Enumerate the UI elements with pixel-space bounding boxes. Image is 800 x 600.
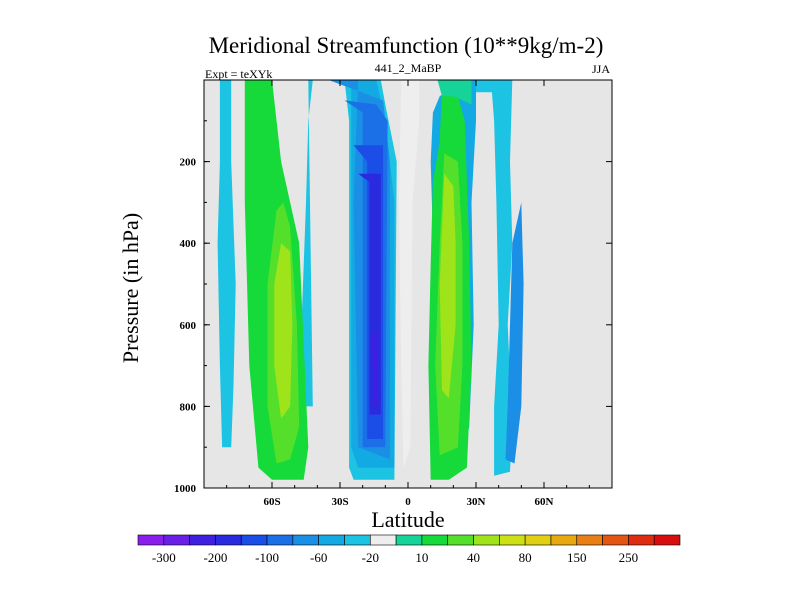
x-tick-label: 30S: [331, 496, 348, 508]
x-axis: 60S 30S 0 30N 60N: [226, 80, 590, 508]
contour-region-9-1: [439, 173, 456, 399]
run-label: 441_2_MaBP: [375, 61, 442, 75]
colorbar-swatch: [576, 534, 603, 546]
colorbar-swatch: [369, 534, 397, 546]
contour-region-0-0: [217, 80, 236, 448]
colorbar-swatch: [628, 534, 655, 546]
x-tick-label: 60N: [535, 496, 554, 508]
contour-region-0-2: [466, 80, 513, 476]
colorbar-label: 10: [415, 550, 428, 565]
colorbar-swatch: [240, 534, 268, 546]
season-label: JJA: [592, 62, 610, 76]
y-tick-label: 1000: [174, 483, 197, 495]
x-tick-label: 0: [405, 496, 411, 508]
colorbar-swatch: [602, 534, 629, 546]
colorbar-label: -100: [255, 550, 279, 565]
colorbar-label: -300: [152, 550, 176, 565]
y-axis: 200 400 600 800 1000: [174, 120, 612, 495]
colorbar-swatch: [473, 534, 500, 546]
plot-area: 60S 30S 0 30N 60N 200 400 600 800 1000: [174, 79, 613, 508]
colorbar-swatch: [653, 534, 681, 546]
contour-region-10-0: [437, 80, 472, 105]
x-tick-label: 30N: [467, 496, 486, 508]
y-tick-label: 400: [180, 238, 197, 250]
colorbar-swatch: [524, 534, 552, 546]
colorbar-label: 150: [567, 550, 587, 565]
colorbar-swatch: [344, 534, 371, 546]
contour-fills: [217, 80, 524, 480]
colorbar-label: -60: [310, 550, 327, 565]
colorbar-label: 80: [519, 550, 532, 565]
colorbar-swatch: [395, 534, 423, 546]
colorbar-swatch: [189, 534, 216, 546]
colorbar-swatch: [137, 534, 165, 546]
chart-title: Meridional Streamfunction (10**9kg/m-2): [209, 33, 604, 58]
colorbar-swatch: [447, 534, 474, 546]
colorbar-label: -20: [362, 550, 379, 565]
contour-region-2-1: [505, 202, 524, 464]
y-tick-label: 600: [180, 320, 197, 332]
colorbar-swatch: [292, 534, 319, 546]
colorbar-label: -200: [204, 550, 228, 565]
y-tick-label: 200: [180, 157, 197, 169]
colorbar-swatch: [266, 534, 294, 546]
colorbar-labels: -300 -200 -100 -60 -20 10 40 80 150 250: [152, 550, 638, 565]
y-tick-label: 800: [180, 401, 197, 413]
x-tick-label: 60S: [263, 496, 280, 508]
colorbar-label: 250: [619, 550, 639, 565]
colorbar: [137, 534, 681, 546]
colorbar-swatch: [215, 534, 242, 546]
colorbar-swatch: [499, 534, 526, 546]
contour-region-6-0: [371, 333, 379, 407]
x-axis-title: Latitude: [371, 507, 444, 532]
y-axis-title: Pressure (in hPa): [118, 213, 143, 363]
contour-region-11-0: [398, 80, 420, 468]
colorbar-swatch: [421, 534, 449, 546]
colorbar-swatch: [318, 534, 345, 546]
colorbar-label: 40: [467, 550, 480, 565]
contour-region-9-0: [274, 243, 293, 419]
experiment-label: Expt = teXYk: [205, 67, 272, 81]
colorbar-swatch: [550, 534, 578, 546]
colorbar-swatch: [163, 534, 190, 546]
